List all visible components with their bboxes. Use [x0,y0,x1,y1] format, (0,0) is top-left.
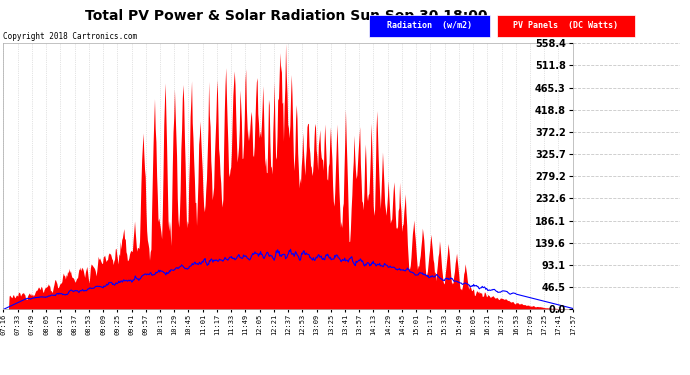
Text: PV Panels  (DC Watts): PV Panels (DC Watts) [513,21,618,30]
Text: Copyright 2018 Cartronics.com: Copyright 2018 Cartronics.com [3,32,137,41]
Text: Radiation  (w/m2): Radiation (w/m2) [387,21,472,30]
Text: Total PV Power & Solar Radiation Sun Sep 30 18:00: Total PV Power & Solar Radiation Sun Sep… [85,9,488,23]
